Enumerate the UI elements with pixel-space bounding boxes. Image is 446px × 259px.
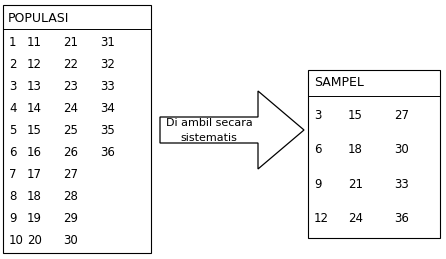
Text: 27: 27 — [394, 109, 409, 122]
Text: 9: 9 — [314, 178, 322, 191]
Text: 36: 36 — [394, 212, 409, 225]
Text: 3: 3 — [314, 109, 322, 122]
Text: POPULASI: POPULASI — [8, 11, 70, 25]
Text: 12: 12 — [27, 57, 42, 70]
Text: 20: 20 — [27, 234, 42, 247]
Text: 15: 15 — [348, 109, 363, 122]
Text: 13: 13 — [27, 80, 42, 92]
Text: 24: 24 — [63, 102, 78, 114]
Text: 33: 33 — [100, 80, 115, 92]
Text: 21: 21 — [348, 178, 363, 191]
Text: 24: 24 — [348, 212, 363, 225]
Text: 12: 12 — [314, 212, 329, 225]
Text: 36: 36 — [100, 146, 115, 159]
Text: 15: 15 — [27, 124, 42, 136]
Text: 8: 8 — [9, 190, 17, 203]
Text: 16: 16 — [27, 146, 42, 159]
Text: 26: 26 — [63, 146, 78, 159]
Text: Di ambil secara: Di ambil secara — [165, 118, 252, 128]
Text: 7: 7 — [9, 168, 17, 181]
Text: 33: 33 — [394, 178, 409, 191]
Text: 31: 31 — [100, 35, 115, 48]
Text: 10: 10 — [9, 234, 24, 247]
Polygon shape — [160, 91, 304, 169]
Text: 17: 17 — [27, 168, 42, 181]
Text: 9: 9 — [9, 212, 17, 225]
Text: 3: 3 — [9, 80, 17, 92]
Text: 27: 27 — [63, 168, 78, 181]
Text: 18: 18 — [348, 143, 363, 156]
Text: 6: 6 — [9, 146, 17, 159]
Bar — [3, 5, 151, 253]
Text: 35: 35 — [100, 124, 115, 136]
Text: 4: 4 — [9, 102, 17, 114]
Text: 30: 30 — [394, 143, 409, 156]
Text: 23: 23 — [63, 80, 78, 92]
Text: 34: 34 — [100, 102, 115, 114]
Text: 11: 11 — [27, 35, 42, 48]
Text: 5: 5 — [9, 124, 17, 136]
Text: 14: 14 — [27, 102, 42, 114]
Text: 32: 32 — [100, 57, 115, 70]
Text: 28: 28 — [63, 190, 78, 203]
Bar — [308, 70, 440, 238]
Text: 19: 19 — [27, 212, 42, 225]
Text: 1: 1 — [9, 35, 17, 48]
Text: 22: 22 — [63, 57, 78, 70]
Text: SAMPEL: SAMPEL — [314, 76, 364, 90]
Text: 6: 6 — [314, 143, 322, 156]
Text: 25: 25 — [63, 124, 78, 136]
Text: 18: 18 — [27, 190, 42, 203]
Text: 21: 21 — [63, 35, 78, 48]
Text: 2: 2 — [9, 57, 17, 70]
Text: 30: 30 — [63, 234, 78, 247]
Text: 29: 29 — [63, 212, 78, 225]
Text: sistematis: sistematis — [181, 133, 237, 143]
